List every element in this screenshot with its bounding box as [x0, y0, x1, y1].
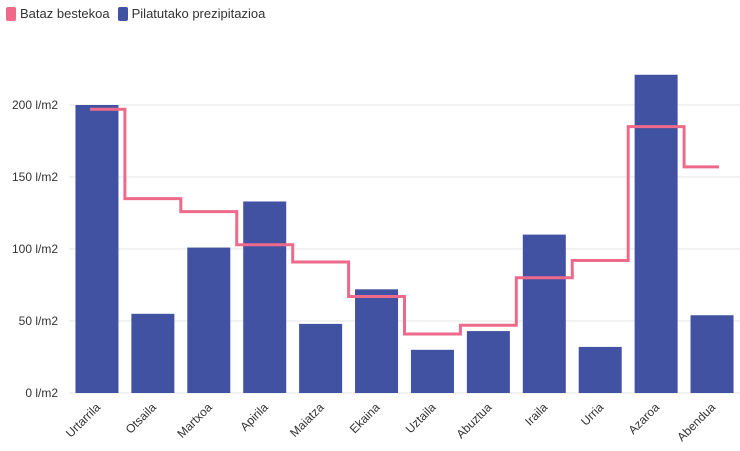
bar-uztaila[interactable]	[410, 349, 454, 393]
bar-apirila[interactable]	[243, 201, 287, 393]
bar-ekaina[interactable]	[355, 289, 399, 393]
x-tick-label: Azaroa	[625, 400, 662, 437]
x-tick-label: Iraila	[522, 400, 551, 429]
x-tick-label: Ekaina	[347, 400, 383, 436]
x-tick-label: Martxoa	[174, 400, 215, 441]
legend-swatch-average	[6, 6, 16, 21]
legend-item-average[interactable]: Bataz bestekoa	[6, 6, 110, 21]
x-tick-label: Maiatza	[287, 400, 327, 440]
x-tick-label: Abuztua	[453, 400, 494, 441]
x-tick-label: Urria	[578, 400, 607, 429]
x-tick-label: Otsaila	[123, 400, 160, 437]
y-tick-label: 200 l/m2	[12, 98, 58, 112]
bar-martxoa[interactable]	[187, 247, 231, 393]
bars	[75, 74, 734, 393]
average-step-line	[90, 107, 719, 336]
y-tick-label: 150 l/m2	[12, 170, 58, 184]
legend-swatch-cumulative	[117, 6, 128, 21]
x-axis-ticks: Urtarrila Otsaila Martxoa Apirila Maiatza Eka…	[63, 400, 718, 444]
average-line-path[interactable]	[90, 107, 719, 336]
bar-iraila[interactable]	[522, 234, 566, 393]
y-axis-ticks: 0 l/m2 50 l/m2 100 l/m2 150 l/m2 200 l/m2	[12, 98, 58, 400]
x-tick-label: Uztaila	[403, 400, 439, 436]
bar-azaroa[interactable]	[634, 74, 678, 393]
x-tick-label: Urtarrila	[63, 400, 103, 440]
legend-item-cumulative[interactable]: Pilatutako prezipitazioa	[117, 6, 266, 21]
bar-otsaila[interactable]	[131, 313, 175, 393]
bar-abendua[interactable]	[690, 315, 734, 393]
y-tick-label: 100 l/m2	[12, 242, 58, 256]
y-tick-label: 0 l/m2	[25, 386, 58, 400]
bar-abuztua[interactable]	[466, 331, 510, 393]
legend: Bataz bestekoa Pilatutako prezipitazioa	[6, 6, 273, 21]
x-tick-label: Abendua	[674, 400, 718, 444]
bar-urtarrila[interactable]	[75, 105, 119, 393]
bar-urria[interactable]	[578, 346, 622, 393]
y-tick-label: 50 l/m2	[19, 314, 59, 328]
x-tick-label: Apirila	[237, 400, 271, 434]
legend-label-cumulative: Pilatutako prezipitazioa	[131, 6, 266, 21]
legend-label-average: Bataz bestekoa	[20, 6, 110, 21]
bar-maiatza[interactable]	[299, 323, 343, 393]
